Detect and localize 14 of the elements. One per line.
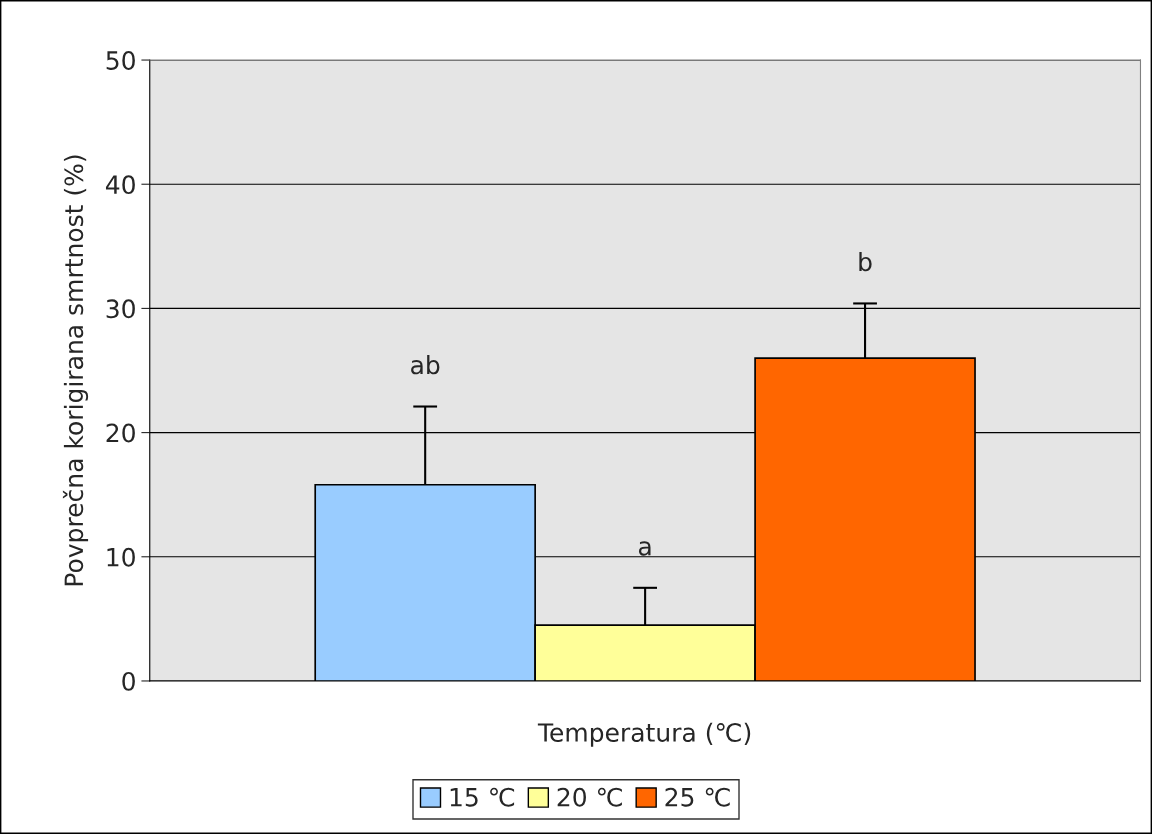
y-tick-label: 20 [106,423,135,443]
annotation: a [638,541,651,556]
y-tick-label: 30 [106,299,135,319]
x-axis-title: Temperatura (℃) [537,722,751,747]
y-tick-label: 40 [105,175,135,195]
legend-label: 25 ℃ [665,787,730,807]
legend-label: 15 ℃ [450,787,515,807]
y-axis-title: Povprečna korigirana smrtnost (%) [62,155,89,586]
annotation: b [859,251,872,272]
annotation: ab [411,355,440,375]
y-tick-label: 0 [122,671,135,691]
legend-label: 20 ℃ [557,787,622,807]
y-tick-label: 10 [107,547,135,567]
y-tick-label: 50 [106,50,135,70]
